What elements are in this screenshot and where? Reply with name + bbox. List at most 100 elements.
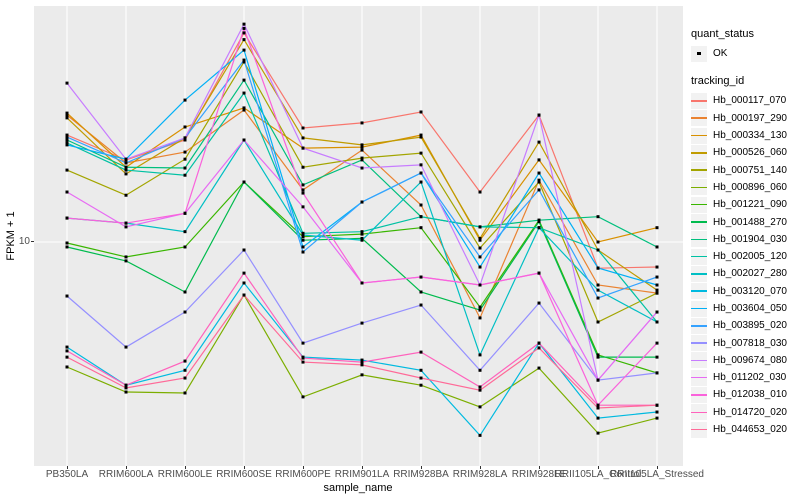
data-point xyxy=(301,205,305,209)
data-point xyxy=(65,241,69,245)
legend-item-label: Hb_000117_070 xyxy=(713,95,787,107)
data-point xyxy=(478,238,482,242)
data-point xyxy=(596,320,600,324)
data-point xyxy=(301,233,305,237)
data-point xyxy=(655,355,659,359)
data-point xyxy=(242,91,246,95)
legend-title-tracking-id: tracking_id xyxy=(691,75,745,88)
data-point xyxy=(242,106,246,110)
x-tick-label: RRIM600LE xyxy=(157,469,213,480)
data-point xyxy=(242,281,246,285)
data-point xyxy=(65,138,69,142)
data-point xyxy=(301,341,305,345)
legend-key-box xyxy=(691,231,707,248)
data-point xyxy=(596,406,600,410)
data-point xyxy=(478,308,482,312)
data-point xyxy=(301,146,305,150)
data-point xyxy=(183,138,187,142)
data-point xyxy=(360,236,364,240)
data-point xyxy=(242,48,246,52)
data-point xyxy=(655,291,659,295)
legend-line-swatch xyxy=(691,186,707,189)
data-point xyxy=(537,158,541,162)
data-point xyxy=(419,215,423,219)
data-point xyxy=(301,136,305,140)
data-point xyxy=(478,433,482,437)
legend-item: Hb_009674_080 xyxy=(691,352,799,369)
data-point xyxy=(360,166,364,170)
legend-item: Hb_001488_270 xyxy=(691,213,799,231)
data-point xyxy=(419,151,423,155)
legend-line-swatch xyxy=(691,394,707,396)
legend-item-label: Hb_044653_020 xyxy=(713,424,787,436)
data-point xyxy=(65,245,69,249)
data-point xyxy=(124,255,128,259)
legend-key-box xyxy=(691,404,707,421)
x-axis-tick xyxy=(126,466,127,469)
data-point xyxy=(537,366,541,370)
data-point xyxy=(360,148,364,152)
data-point xyxy=(124,168,128,172)
data-point xyxy=(360,156,364,160)
legend-item: Hb_003604_050 xyxy=(691,300,799,317)
legend-key-box xyxy=(691,92,707,109)
data-point xyxy=(419,135,423,139)
data-point xyxy=(124,161,128,165)
legend-item: Hb_000197_290 xyxy=(691,110,799,127)
data-point xyxy=(478,265,482,269)
data-point xyxy=(124,225,128,229)
data-point xyxy=(419,368,423,372)
data-point xyxy=(655,226,659,230)
legend-item: Hb_000334_130 xyxy=(691,127,799,144)
x-tick-label: RRIM600PE xyxy=(275,469,331,480)
legend-item-label: Hb_012038_010 xyxy=(713,389,787,401)
data-point xyxy=(65,216,69,220)
data-point xyxy=(419,133,423,137)
legend-item-label: Hb_014720_020 xyxy=(713,406,787,418)
data-point xyxy=(360,281,364,285)
legend-item-label: OK xyxy=(713,48,728,60)
data-point xyxy=(419,376,423,380)
x-tick-label: RRIM928LE xyxy=(511,469,567,480)
data-point xyxy=(360,321,364,325)
data-point xyxy=(242,60,246,64)
legend-item-label: Hb_000751_140 xyxy=(713,164,787,176)
legend-line-swatch xyxy=(691,428,707,431)
x-axis-tick xyxy=(598,466,599,469)
data-point xyxy=(301,356,305,360)
legend-line-swatch xyxy=(691,273,707,275)
legend: quant_status OK tracking_id Hb_000117_07… xyxy=(691,28,799,438)
data-point xyxy=(242,271,246,275)
legend-item: Hb_044653_020 xyxy=(691,421,799,438)
data-point xyxy=(183,157,187,161)
data-point xyxy=(183,310,187,314)
data-point xyxy=(537,178,541,182)
data-point xyxy=(478,388,482,392)
data-point xyxy=(360,230,364,234)
data-point xyxy=(124,383,128,387)
data-point xyxy=(596,266,600,270)
data-point xyxy=(242,26,246,30)
legend-item-label: Hb_011202_030 xyxy=(713,372,787,384)
x-tick-label: RRII105LA_Stressed xyxy=(610,469,704,480)
data-point xyxy=(65,365,69,369)
data-point xyxy=(301,183,305,187)
legend-item-label: Hb_000334_130 xyxy=(713,130,787,142)
data-point xyxy=(301,245,305,249)
data-point xyxy=(596,353,600,357)
legend-key-box xyxy=(691,214,707,231)
x-axis-tick xyxy=(421,466,422,469)
legend-line-swatch xyxy=(691,325,707,327)
data-point xyxy=(537,180,541,184)
legend-key-box xyxy=(691,162,707,179)
data-point xyxy=(596,355,600,359)
data-point xyxy=(360,143,364,147)
data-point xyxy=(537,140,541,144)
data-point xyxy=(124,221,128,225)
data-point xyxy=(301,165,305,169)
x-axis-tick xyxy=(303,466,304,469)
ok-point-icon xyxy=(697,51,701,56)
data-point xyxy=(478,368,482,372)
data-point xyxy=(124,259,128,263)
data-point xyxy=(655,283,659,287)
